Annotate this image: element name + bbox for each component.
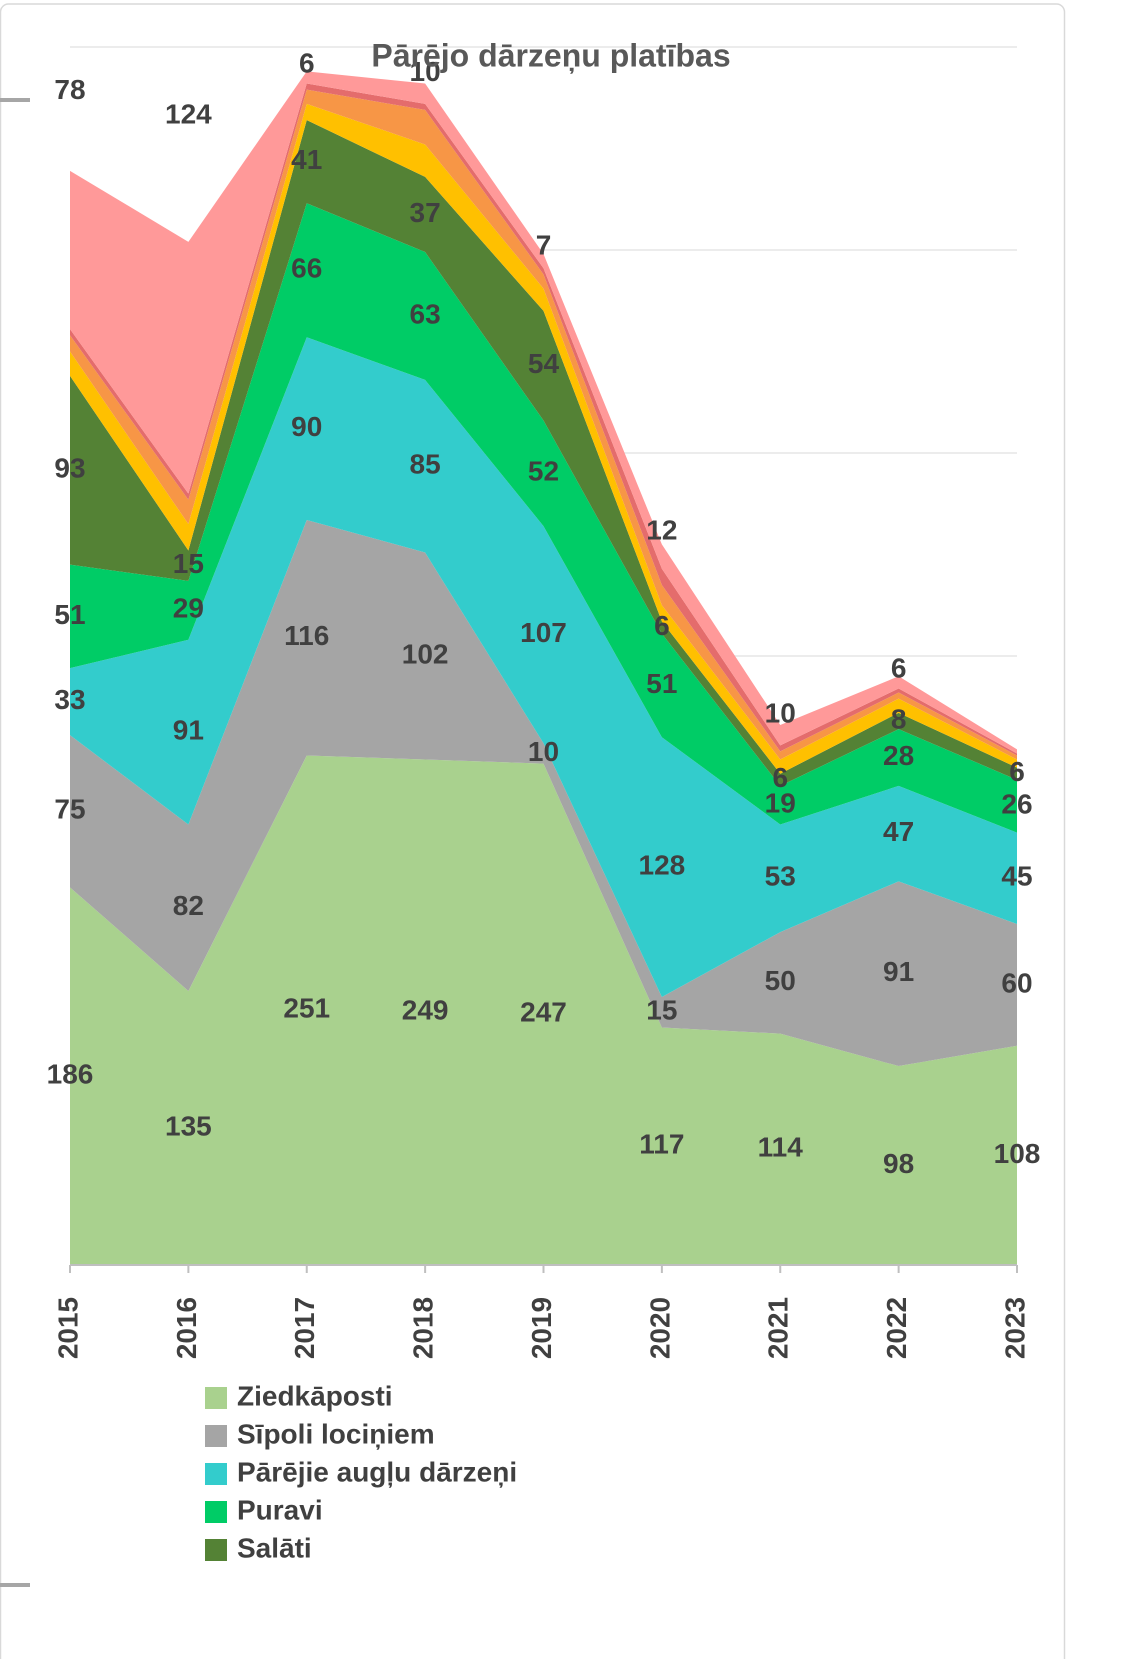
legend-label: Ziedkāposti — [237, 1380, 393, 1411]
data-label: 75 — [54, 794, 85, 825]
data-label: 10 — [765, 697, 796, 728]
data-label: 6 — [299, 48, 315, 79]
data-label: 12 — [646, 515, 677, 546]
x-tick-label: 2015 — [52, 1297, 83, 1359]
data-label: 6 — [772, 762, 788, 793]
data-label: 107 — [520, 617, 567, 648]
x-tick-label: 2020 — [644, 1297, 675, 1359]
data-label: 54 — [528, 348, 560, 379]
data-label: 91 — [883, 956, 914, 987]
data-label: 26 — [1001, 789, 1032, 820]
data-label: 186 — [47, 1059, 94, 1090]
legend-label: Sīpoli lociņiem — [237, 1418, 435, 1449]
x-tick-label: 2019 — [526, 1297, 557, 1359]
data-label: 47 — [883, 816, 914, 847]
data-label: 28 — [883, 740, 914, 771]
data-label: 116 — [284, 620, 329, 651]
data-label: 41 — [291, 144, 322, 175]
data-label: 251 — [283, 993, 330, 1024]
data-label: 135 — [165, 1110, 212, 1141]
x-tick-label: 2016 — [171, 1297, 202, 1359]
data-label: 6 — [891, 653, 907, 684]
legend-label: Pārējie augļu dārzeņi — [237, 1456, 517, 1487]
data-label: 85 — [410, 449, 441, 480]
data-label: 52 — [528, 456, 559, 487]
data-label: 93 — [54, 453, 85, 484]
data-label: 50 — [765, 965, 796, 996]
data-label: 8 — [891, 703, 907, 734]
data-label: 45 — [1001, 861, 1032, 892]
data-label: 114 — [758, 1132, 804, 1163]
data-label: 6 — [1009, 756, 1025, 787]
legend-swatch — [205, 1463, 227, 1485]
data-label: 249 — [402, 995, 449, 1026]
area — [70, 337, 1017, 998]
data-label: 10 — [528, 736, 559, 767]
legend-swatch — [205, 1539, 227, 1561]
data-label: 51 — [54, 599, 85, 630]
area — [70, 203, 1017, 833]
legend-label: Puravi — [237, 1494, 323, 1525]
x-tick-label: 2022 — [881, 1297, 912, 1359]
data-label: 15 — [646, 995, 677, 1026]
x-tick-label: 2018 — [408, 1297, 439, 1359]
data-label: 90 — [291, 411, 322, 442]
data-label: 7 — [536, 229, 552, 260]
data-label: 53 — [765, 861, 796, 892]
data-label: 63 — [410, 298, 441, 329]
data-label: 91 — [173, 715, 204, 746]
data-label: 78 — [54, 74, 85, 105]
data-label: 51 — [646, 668, 677, 699]
x-tick-label: 2017 — [289, 1297, 320, 1359]
data-label: 117 — [639, 1129, 684, 1160]
data-label: 82 — [173, 890, 204, 921]
legend-swatch — [205, 1501, 227, 1523]
chart-title: Pārējo dārzeņu platības — [371, 37, 730, 73]
x-tick-label: 2023 — [999, 1297, 1030, 1359]
data-label: 128 — [639, 850, 686, 881]
data-label: 66 — [291, 253, 322, 284]
x-tick-label: 2021 — [763, 1297, 794, 1359]
data-label: 108 — [994, 1138, 1041, 1169]
data-label: 6 — [654, 610, 670, 641]
data-label: 15 — [173, 548, 204, 579]
data-label: 60 — [1001, 967, 1032, 998]
area — [70, 519, 1017, 1067]
chart-frame — [0, 3, 1066, 1664]
legend-swatch — [205, 1425, 227, 1447]
data-label: 19 — [765, 788, 796, 819]
data-label: 247 — [520, 997, 567, 1028]
data-label: 10 — [410, 56, 441, 87]
data-label: 37 — [410, 197, 441, 228]
data-label: 33 — [54, 684, 85, 715]
legend-label: Salāti — [237, 1532, 312, 1563]
data-label: 98 — [883, 1148, 914, 1179]
legend-swatch — [205, 1387, 227, 1409]
area — [70, 755, 1017, 1265]
data-label: 102 — [402, 638, 449, 669]
areas — [70, 71, 1017, 1265]
data-label: 29 — [173, 593, 204, 624]
data-label: 124 — [165, 98, 212, 129]
